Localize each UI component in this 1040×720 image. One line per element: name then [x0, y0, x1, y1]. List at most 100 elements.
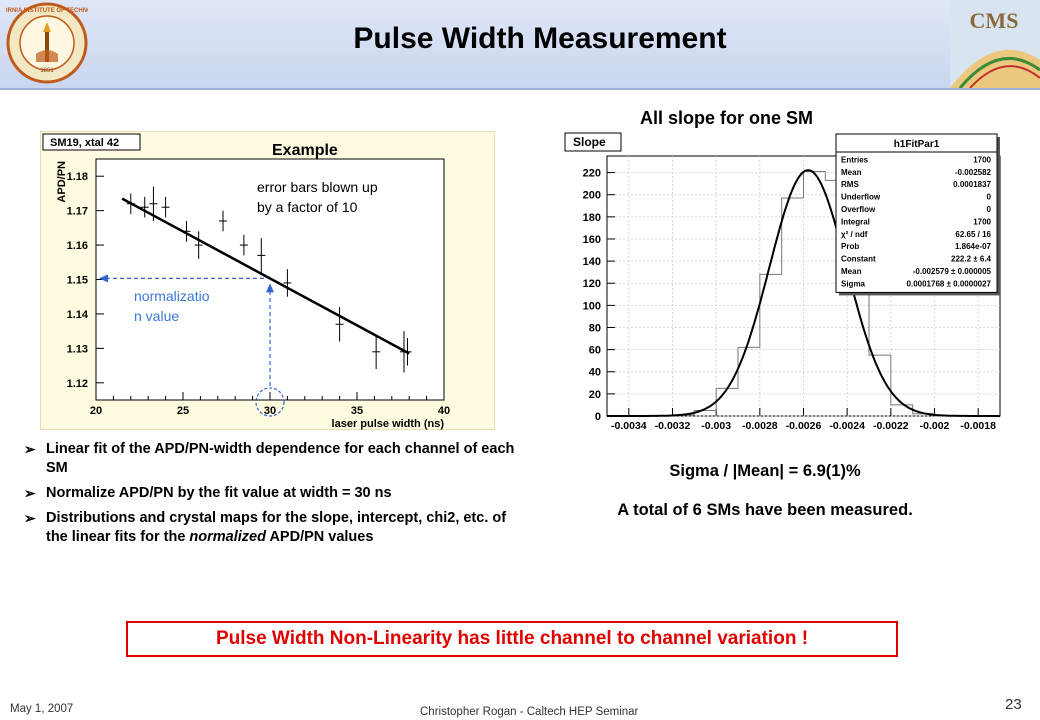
stats-box-frame	[835, 133, 998, 293]
data-point	[126, 193, 135, 215]
stats-row-label: χ² / ndf	[841, 230, 868, 239]
x30-highlight-circle	[255, 387, 285, 417]
error-bar-annotation: error bars blown up by a factor of 10	[257, 179, 382, 215]
sigma-over-mean-result: Sigma / |Mean| = 6.9(1)%	[669, 462, 861, 480]
x-tick-label: -0.0032	[655, 420, 691, 432]
stats-row-value: 62.65 / 16	[955, 230, 991, 239]
hist-name-box	[564, 132, 622, 152]
y-tick-label: 1.17	[67, 206, 88, 218]
caltech-seal-logo: CALIFORNIA INSTITUTE OF TECHNOLOGY 1891	[6, 2, 88, 84]
stats-row-value: 1700	[973, 217, 991, 226]
stats-row-label: Mean	[841, 267, 862, 276]
y-tick-label: 120	[583, 278, 601, 290]
stats-row-value: 0.0001837	[953, 180, 991, 189]
x-tick-label: -0.0022	[873, 420, 909, 432]
stats-row-value: 0.0001768 ± 0.0000027	[907, 279, 992, 288]
data-point	[140, 196, 149, 218]
arrow-bullet-icon: ➢	[24, 510, 36, 526]
normalization-markers	[99, 274, 285, 417]
data-point	[239, 234, 248, 256]
y-tick-label: 180	[583, 212, 601, 224]
y-tick-label: 1.13	[67, 343, 88, 355]
data-point	[149, 186, 158, 221]
conclusion-box: Pulse Width Non-Linearity has little cha…	[126, 621, 898, 657]
x-tick-label: 25	[177, 405, 189, 417]
slope-histogram: -0.0034 -0.0032 -0.003 -0.0028 -0.0026 -0.002…	[564, 132, 1001, 432]
y-tick-label: 200	[583, 190, 601, 202]
bullet-item: ➢ Distributions and crystal maps for the …	[24, 510, 507, 545]
y-tick-label: 1.18	[67, 171, 88, 183]
x-tick-label: 20	[90, 405, 102, 417]
y-tick-label: 80	[589, 322, 601, 334]
data-point	[219, 210, 228, 232]
gaussian-fit-curve	[607, 169, 1000, 417]
stats-row-label: Constant	[841, 255, 876, 264]
y-tick-label: 20	[589, 389, 601, 401]
svg-text:CMS: CMS	[970, 8, 1019, 33]
y-tick-label: 0	[595, 411, 601, 423]
data-point	[161, 196, 170, 218]
data-point	[403, 338, 412, 366]
stats-row-value: -0.002582	[955, 168, 992, 177]
panel-label: SM19, xtal 42	[50, 137, 119, 149]
stats-row-label: Mean	[841, 168, 862, 177]
stats-row-value: 0	[987, 205, 992, 214]
x-tick-label: -0.0026	[786, 420, 822, 432]
normalization-annotation: normalizatio n value	[134, 288, 213, 324]
stats-row-label: Sigma	[841, 279, 866, 288]
slide-title: Pulse Width Measurement	[353, 22, 727, 55]
chart-caption: Example	[272, 142, 338, 159]
x-tick-label: 40	[438, 405, 450, 417]
left-arrow-icon	[99, 274, 108, 283]
stats-row-label: Entries	[841, 155, 869, 164]
stats-row-value: 1.864e-07	[955, 242, 992, 251]
svg-text:CALIFORNIA INSTITUTE OF TECHNO: CALIFORNIA INSTITUTE OF TECHNOLOGY	[6, 8, 88, 14]
stats-title: h1FitPar1	[894, 139, 940, 150]
plot-axes: 20 25 30 35 40 1.12 1.13 1.14 1.15 1.16 1.17 1.18 la…	[56, 161, 450, 430]
y-tick-label: 100	[583, 300, 601, 312]
arrow-bullet-icon: ➢	[24, 441, 36, 457]
stats-row-label: RMS	[841, 180, 859, 189]
x-tick-label: -0.0028	[742, 420, 778, 432]
data-point	[335, 307, 344, 342]
y-tick-label: 1.16	[67, 240, 88, 252]
y-tick-label: 1.12	[67, 378, 88, 390]
footer-presenter: Christopher Rogan - Caltech HEP Seminar	[420, 706, 639, 718]
bullet-list: ➢ Linear fit of the APD/PN-width dependen…	[24, 440, 519, 553]
stats-row-label: Prob	[841, 242, 859, 251]
x-tick-label: -0.002	[920, 420, 950, 432]
hist-name: Slope	[573, 135, 606, 149]
cms-logo: CMS	[950, 0, 1040, 88]
y-tick-label: 40	[589, 367, 601, 379]
stats-row-value: -0.002579 ± 0.000005	[913, 267, 992, 276]
slide-number: 23	[1005, 696, 1022, 713]
footer-date: May 1, 2007	[10, 703, 74, 715]
bullet-item: ➢ Normalize APD/PN by the fit value at wi…	[24, 485, 392, 501]
apd-pn-vs-width-plot: SM19, xtal 42 Example error bars blown u…	[40, 131, 495, 430]
linear-fit-line	[121, 197, 410, 355]
bullet-item: ➢ Linear fit of the APD/PN-width dependen…	[24, 441, 515, 476]
data-point	[372, 334, 381, 370]
svg-text:1891: 1891	[40, 68, 54, 74]
stats-box: h1FitPar1 Entries 1700 Mean -0.002582 RMS 0.00…	[835, 133, 1000, 296]
y-axis-label: APD/PN	[56, 161, 68, 203]
data-point	[283, 269, 292, 297]
y-tick-label: 60	[589, 345, 601, 357]
y-tick-label: 1.15	[67, 275, 88, 287]
stats-row-label: Underflow	[841, 193, 881, 202]
data-point	[194, 231, 203, 259]
data-point	[257, 238, 266, 273]
arrow-bullet-icon: ➢	[24, 485, 36, 501]
x-tick-label: -0.0024	[829, 420, 865, 432]
slide-header: CALIFORNIA INSTITUTE OF TECHNOLOGY 1891 …	[0, 0, 1040, 90]
data-point	[182, 220, 191, 242]
x-tick-label: 35	[351, 405, 363, 417]
stats-row-value: 222.2 ± 6.4	[951, 255, 992, 264]
histogram-heading: All slope for one SM	[640, 108, 814, 128]
y-tick-label: 1.14	[67, 309, 89, 321]
x-tick-label: -0.0034	[611, 420, 647, 432]
stats-row-label: Integral	[841, 217, 870, 226]
stats-row-label: Overflow	[841, 205, 876, 214]
x-tick-label: -0.003	[701, 420, 731, 432]
stats-row-value: 0	[987, 193, 992, 202]
